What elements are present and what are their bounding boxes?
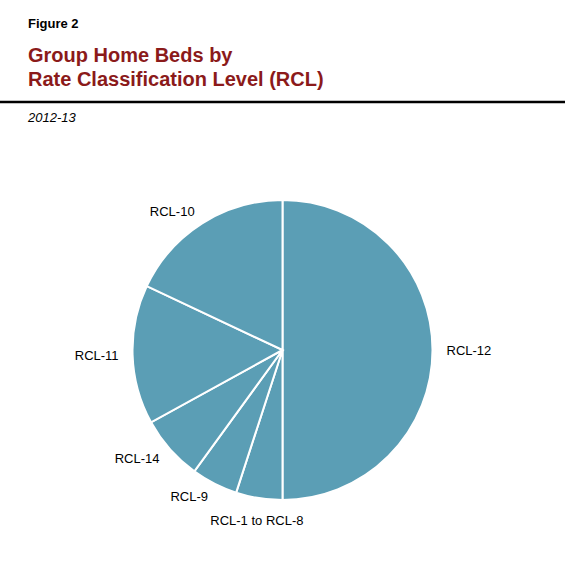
slice [147,200,283,350]
pie [133,200,433,500]
title-line: Rate Classification Level (RCL) [28,68,324,90]
title-line: Group Home Beds by [28,44,233,66]
slice [283,200,433,500]
chart: Figure 2 Group Home Beds byRate Classific… [0,0,565,588]
slice-label: RCL-11 [75,348,119,363]
labels: RCL-12 RCL-1 to RCL-8RCL-9 RCL-14 RCL-11 RCL… [75,204,492,528]
slice-label: RCL-14 [115,451,160,466]
title: Group Home Beds byRate Classification Le… [28,44,324,90]
slice-label: RCL-9 [170,489,208,504]
slice-label: RCL-12 [447,343,492,358]
subtitle: 2012-13 [27,110,76,125]
slice-label: RCL-1 to RCL-8 [210,513,303,528]
slice-label: RCL-10 [150,204,195,219]
annotation: Figure 2 [28,16,79,31]
separator [0,101,565,104]
